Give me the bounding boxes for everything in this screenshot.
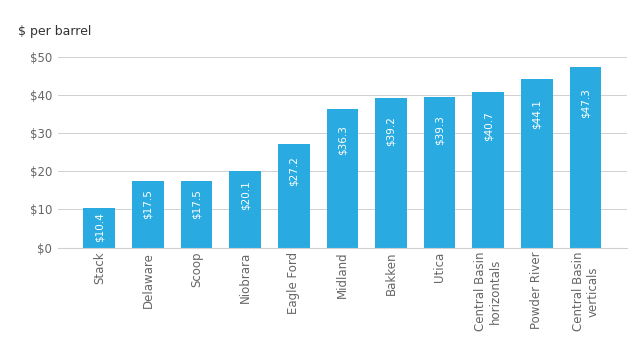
Text: $39.3: $39.3: [435, 116, 445, 146]
Bar: [278, 144, 310, 248]
Bar: [570, 67, 602, 248]
Bar: [472, 92, 504, 248]
Text: $ per barrel: $ per barrel: [18, 25, 91, 38]
Text: $44.1: $44.1: [532, 99, 542, 129]
Bar: [375, 98, 407, 248]
Bar: [229, 171, 261, 248]
Text: $47.3: $47.3: [580, 89, 591, 118]
Bar: [424, 97, 456, 248]
Text: $17.5: $17.5: [143, 189, 153, 219]
Bar: [132, 181, 164, 248]
Bar: [326, 109, 358, 248]
Bar: [180, 181, 212, 248]
Text: $39.2: $39.2: [386, 116, 396, 146]
Text: $10.4: $10.4: [94, 213, 104, 243]
Text: $40.7: $40.7: [483, 111, 493, 141]
Bar: [83, 208, 115, 248]
Text: $36.3: $36.3: [337, 126, 348, 155]
Text: $27.2: $27.2: [289, 156, 299, 186]
Text: $20.1: $20.1: [240, 180, 250, 210]
Bar: [521, 79, 553, 248]
Text: $17.5: $17.5: [191, 189, 202, 219]
